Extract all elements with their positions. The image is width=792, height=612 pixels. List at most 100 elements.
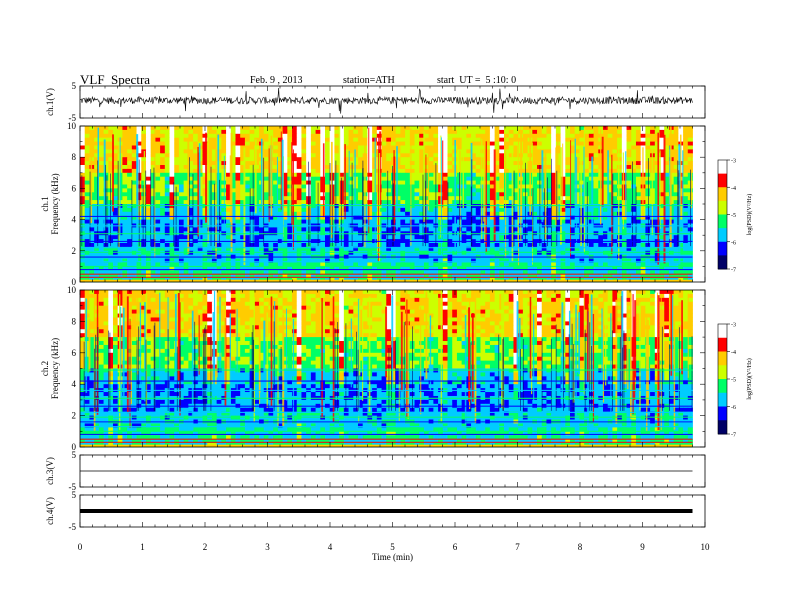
ch1-spectrogram-cell	[325, 243, 331, 248]
ch1-spectrogram-cell	[428, 180, 434, 185]
ch1-spectrogram-cell	[282, 145, 288, 150]
ch1-spectrogram-cell	[687, 157, 693, 162]
ch1-spectrogram-cell	[565, 145, 571, 150]
ch1-spectrogram-cell	[84, 200, 90, 205]
ch1-spectrogram-cell	[423, 207, 430, 213]
ch1-spectrogram-cell	[409, 243, 415, 248]
ch1-spectrogram-cell	[334, 211, 340, 217]
ch1-spectrogram-cell	[494, 188, 500, 193]
ch1-spectrogram-cell	[296, 266, 302, 271]
ch1-spectrogram-cell	[89, 266, 95, 271]
ch1-spectrogram-cell	[320, 145, 326, 150]
ch1-spectrogram-cell	[292, 176, 298, 181]
ch1-spectrogram-cell	[541, 176, 547, 181]
ch1-spectrogram-cell	[240, 137, 246, 142]
ch1-spectrogram-cell	[593, 180, 599, 185]
ch1-spectrogram-cell	[141, 227, 147, 232]
ch1-spectrogram-cell	[325, 188, 331, 193]
ch1-spectrogram-cell	[178, 192, 185, 197]
ch1-spectrogram-cell	[89, 246, 95, 252]
ch1-spectrogram-cell	[211, 133, 218, 139]
ch1-spectrogram-cell	[240, 168, 246, 174]
ch1-spectrogram-cell	[494, 145, 500, 150]
ch1-spectrogram-cell	[683, 219, 689, 224]
ch1-spectrogram-cell	[584, 192, 590, 197]
ch1-spectrogram-cell	[612, 188, 618, 193]
ch1-spectrogram-cell	[103, 258, 109, 263]
ch1-spectrogram-cell	[602, 161, 609, 166]
ch1-spectrogram-cell	[188, 250, 194, 256]
ch1-spectrogram-cell	[343, 227, 349, 232]
ch1-spectrogram-cell	[683, 207, 689, 213]
ch1-spectrogram-cell	[188, 172, 194, 178]
ch1-spectrogram-cell	[207, 153, 213, 158]
ch1-spectrogram-cell	[673, 243, 679, 248]
ch1-spectrogram-cell	[626, 219, 632, 224]
ch1-spectrogram-cell	[221, 133, 227, 139]
ch1-spectrogram-cell	[471, 246, 477, 252]
ch1-spectrogram-cell	[240, 215, 246, 220]
ch1-spectrogram-cell	[541, 266, 547, 271]
ch1-spectrogram-cell	[103, 204, 109, 209]
ch1-spectrogram-cell	[193, 157, 199, 162]
ch1-spectrogram-cell	[612, 145, 618, 150]
ch1-spectrogram-cell	[103, 200, 109, 205]
ch1-spectrogram-cell	[400, 207, 406, 213]
ch1-spectrogram-cell	[160, 161, 166, 166]
ch1-spectrogram-cell	[320, 266, 326, 271]
ch1-spectrogram-cell	[263, 243, 269, 248]
ch1-spectrogram-cell	[89, 258, 95, 263]
ch1-spectrogram-cell	[263, 196, 269, 201]
ch1-spectrogram-cell	[405, 180, 411, 185]
ch1-spectrogram-cell	[607, 207, 613, 213]
ch1-spectrogram-cell	[673, 157, 679, 162]
ch1-spectrogram-cell	[249, 219, 255, 224]
ch1-spectrogram-cell	[103, 180, 109, 185]
ch1-spectrogram-cell	[405, 126, 411, 131]
ch1-spectrogram-cell	[244, 211, 251, 217]
ch1-spectrogram-cell	[226, 137, 232, 142]
ch1-spectrogram-cell	[447, 141, 453, 146]
ch1-spectrogram-cell	[357, 176, 364, 181]
ch1-spectrogram-cell	[207, 192, 213, 197]
ch1-spectrogram-cell	[103, 215, 109, 220]
ch1-spectrogram-cell	[226, 215, 232, 220]
ch1-spectrogram-cell	[226, 227, 232, 232]
ch1-spectrogram-cell	[565, 219, 571, 224]
ch1-spectrogram-cell	[221, 126, 227, 131]
ch1-spectrogram-cell	[673, 149, 679, 154]
ch1-spectrogram-cell	[504, 165, 510, 170]
ch1-spectrogram-cell	[207, 243, 213, 248]
ch1-spectrogram-cell	[650, 258, 656, 263]
ch1-spectrogram-cell	[480, 188, 486, 193]
ch1-spectrogram-cell	[471, 215, 477, 220]
ch1-spectrogram-cell	[320, 188, 326, 193]
ch1-spectrogram-cell	[334, 266, 340, 271]
ch1-spectrogram-cell	[301, 243, 307, 248]
ch1-spectrogram-cell	[103, 235, 109, 240]
ch1-spectrogram-cell	[456, 258, 463, 263]
ch1-spectrogram-cell	[127, 250, 133, 256]
ch1-spectrogram-cell	[645, 172, 651, 178]
ch1-spectrogram-cell	[546, 200, 552, 205]
ch1-spectrogram-cell	[80, 157, 86, 162]
ch1-spectrogram-cell	[565, 180, 571, 185]
ch1-spectrogram-cell	[598, 262, 604, 267]
ch1-spectrogram-cell	[617, 246, 623, 252]
ch1-spectrogram-cell	[145, 153, 152, 158]
ch1-spectrogram-cell	[357, 211, 364, 217]
ch1-spectrogram-cell	[84, 145, 90, 150]
ch1-spectrogram-cell	[480, 262, 486, 267]
ch1-spectrogram-cell	[570, 126, 576, 131]
ch1-spectrogram-cell	[244, 188, 251, 193]
ch1-spectrogram-cell	[150, 153, 156, 158]
ch1-spectrogram-cell	[466, 200, 472, 205]
ch1-spectrogram-cell	[221, 141, 227, 146]
ch1-spectrogram-cell	[414, 219, 420, 224]
ch1-spectrogram-cell	[442, 161, 448, 166]
ch1-spectrogram-cell	[522, 250, 528, 256]
ch1-spectrogram-cell	[320, 243, 326, 248]
ch1-spectrogram-cell	[249, 165, 255, 170]
ch1-spectrogram-cell	[570, 219, 576, 224]
ch1-spectrogram-cell	[381, 184, 387, 189]
